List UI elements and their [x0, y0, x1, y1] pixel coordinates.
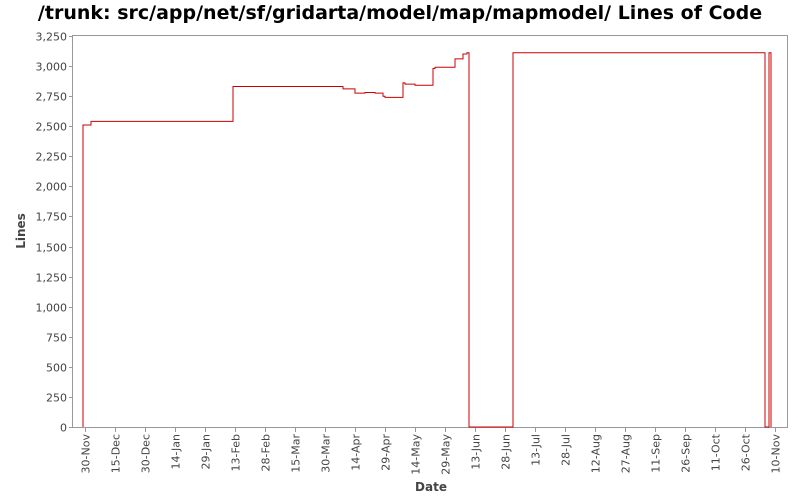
y-tick-label: 3,000 — [36, 61, 68, 74]
y-tick-label: 2,000 — [36, 181, 68, 194]
x-tick-label: 27-Aug — [620, 434, 633, 473]
x-tick-label: 15-Dec — [110, 434, 123, 473]
x-tick-label: 26-Oct — [740, 433, 753, 471]
y-tick-label: 2,250 — [36, 151, 68, 164]
y-tick-label: 1,750 — [36, 211, 68, 224]
x-tick-label: 28-Jun — [500, 434, 513, 470]
y-axis-title: Lines — [14, 213, 28, 249]
x-axis: 30-Nov 15-Dec 30-Dec 14-Jan 29-Jan 13-Feb 28-F… — [80, 428, 783, 475]
x-tick-label: 29-Apr — [380, 434, 393, 471]
y-tick-label: 3,250 — [36, 31, 68, 44]
x-tick-label: 11-Sep — [650, 434, 663, 473]
y-tick-label: 2,500 — [36, 121, 68, 134]
x-axis-title: Date — [415, 480, 447, 494]
y-tick-label: 500 — [46, 362, 67, 375]
series-layer — [82, 52, 772, 428]
x-tick-label: 30-Dec — [140, 434, 153, 473]
x-tick-label: 13-Jul — [530, 434, 543, 466]
x-tick-label: 26-Sep — [680, 434, 693, 473]
x-tick-label: 13-Jun — [470, 434, 483, 470]
x-tick-label: 14-Apr — [350, 434, 363, 471]
y-tick-label: 750 — [46, 332, 67, 345]
y-tick-label: 1,250 — [36, 272, 68, 285]
x-tick-label: 10-Nov — [770, 434, 783, 474]
x-tick-label: 28-Feb — [260, 434, 273, 471]
x-tick-label: 15-Mar — [290, 434, 303, 473]
x-tick-label: 29-May — [440, 434, 453, 475]
x-tick-label: 30-Mar — [320, 434, 333, 473]
x-tick-label: 12-Aug — [590, 434, 603, 473]
x-tick-label: 14-Jan — [170, 434, 183, 470]
y-tick-label: 0 — [60, 422, 67, 435]
x-tick-label: 28-Jul — [560, 434, 573, 466]
y-tick-label: 2,750 — [36, 91, 68, 104]
y-tick-label: 1,500 — [36, 242, 68, 255]
series-line — [82, 52, 772, 428]
y-tick-label: 250 — [46, 392, 67, 405]
x-tick-label: 13-Feb — [230, 434, 243, 471]
x-tick-label: 29-Jan — [200, 434, 213, 470]
plot-area — [72, 35, 788, 428]
x-tick-label: 11-Oct — [710, 433, 723, 471]
y-tick-label: 1,000 — [36, 302, 68, 315]
x-tick-label: 14-May — [410, 434, 423, 475]
y-axis: 0 250 500 750 1,000 1,250 1,500 1,750 2,000 2,250… — [36, 31, 73, 435]
x-tick-label: 30-Nov — [80, 434, 93, 474]
chart-title: /trunk: src/app/net/sf/gridarta/model/ma… — [37, 2, 763, 24]
